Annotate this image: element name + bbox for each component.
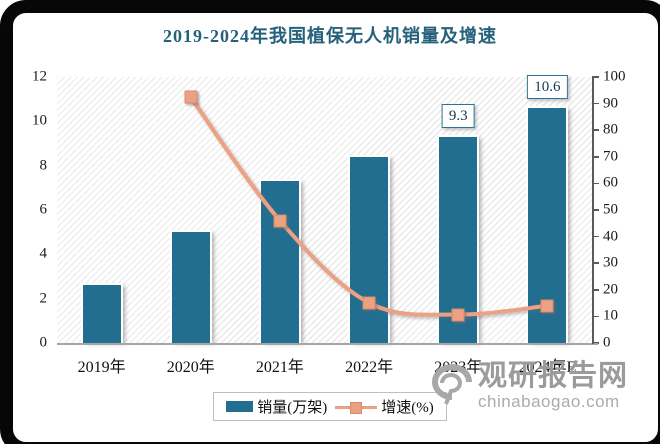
plot-area bbox=[57, 77, 592, 343]
right-axis-tick-mark bbox=[592, 289, 599, 291]
sales-bar bbox=[82, 285, 121, 343]
x-axis-category-label: 2019年 bbox=[77, 359, 126, 376]
left-axis-tick-label: 10 bbox=[32, 112, 47, 129]
x-axis-category-label: 2024年E bbox=[518, 359, 577, 376]
bar-data-label: 9.3 bbox=[441, 103, 475, 128]
sales-bar bbox=[350, 156, 389, 343]
watermark-site-name: 观研报告网 bbox=[478, 360, 629, 392]
x-axis-line bbox=[57, 343, 598, 345]
right-axis-tick-label: 70 bbox=[603, 148, 618, 165]
left-axis-tick-label: 6 bbox=[39, 201, 48, 218]
right-axis-tick-label: 30 bbox=[603, 254, 618, 271]
legend-label-growth: 增速(%) bbox=[381, 400, 434, 416]
right-axis-tick-mark bbox=[592, 76, 599, 78]
right-axis-tick-mark bbox=[592, 315, 599, 318]
line-series-swatch-icon bbox=[335, 401, 378, 414]
right-axis-tick-mark bbox=[592, 156, 599, 158]
legend-item-growth: 增速(%) bbox=[335, 396, 434, 417]
right-axis-tick-label: 80 bbox=[603, 121, 618, 138]
sales-bar bbox=[171, 232, 210, 343]
bar-data-label: 10.6 bbox=[527, 75, 568, 100]
legend: 销量(万架) 增速(%) bbox=[213, 392, 447, 421]
left-axis-tick-label: 2 bbox=[39, 290, 48, 307]
right-y-axis-line bbox=[592, 77, 594, 344]
right-axis-tick-label: 10 bbox=[603, 307, 618, 324]
right-axis-tick-mark bbox=[592, 262, 599, 264]
right-axis-tick-label: 20 bbox=[603, 281, 618, 298]
left-axis-tick-label: 0 bbox=[39, 334, 48, 351]
growth-line-marker bbox=[362, 296, 376, 310]
watermark: 观研报告网 chinabaogao.com bbox=[428, 362, 628, 410]
watermark-logo-icon bbox=[432, 364, 472, 405]
legend-item-sales: 销量(万架) bbox=[226, 396, 327, 417]
right-axis-tick-mark bbox=[592, 102, 599, 105]
right-axis-tick-label: 50 bbox=[603, 201, 618, 218]
growth-line bbox=[189, 96, 548, 317]
right-axis-tick-mark bbox=[592, 209, 599, 211]
growth-line-marker bbox=[273, 214, 287, 228]
x-axis-category-label: 2020年 bbox=[166, 359, 215, 376]
x-axis-category-label: 2021年 bbox=[255, 359, 304, 376]
right-axis-tick-mark bbox=[592, 182, 599, 185]
left-axis-tick-label: 12 bbox=[32, 68, 47, 85]
right-axis-tick-label: 40 bbox=[603, 228, 618, 245]
left-axis-tick-label: 4 bbox=[39, 245, 48, 262]
right-axis-tick-mark bbox=[592, 129, 599, 131]
watermark-site-url: chinabaogao.com bbox=[478, 392, 620, 411]
bar-series-swatch-icon bbox=[226, 401, 254, 412]
growth-line-marker bbox=[184, 90, 198, 104]
right-axis-tick-label: 0 bbox=[603, 334, 611, 351]
x-axis-category-label: 2022年 bbox=[345, 359, 394, 376]
growth-line-marker bbox=[540, 299, 554, 313]
right-axis-tick-label: 100 bbox=[603, 68, 626, 85]
right-axis-tick-mark bbox=[592, 235, 599, 238]
left-axis-tick-label: 8 bbox=[39, 157, 48, 174]
legend-label-sales: 销量(万架) bbox=[257, 400, 328, 416]
growth-line-marker bbox=[451, 308, 465, 322]
chart-title: 2019-2024年我国植保无人机销量及增速 bbox=[163, 26, 497, 46]
right-axis-tick-label: 60 bbox=[603, 174, 618, 191]
right-axis-tick-label: 90 bbox=[603, 95, 618, 112]
